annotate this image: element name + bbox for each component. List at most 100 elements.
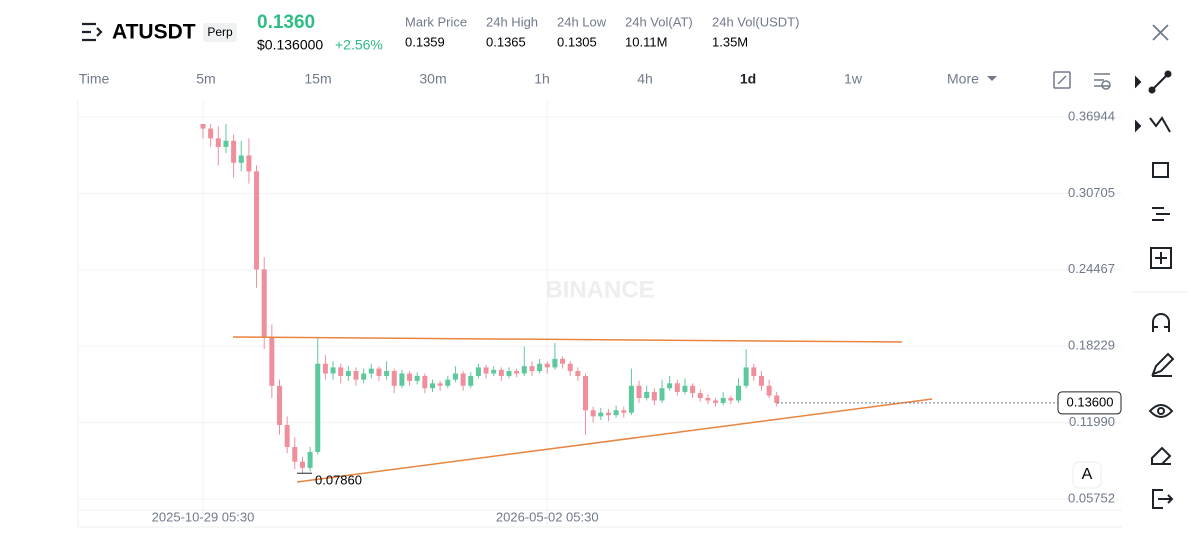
candle-body: [330, 367, 336, 374]
candle-body: [644, 391, 650, 399]
menu-icon[interactable]: [82, 22, 103, 42]
interval[interactable]: 1d: [740, 71, 756, 87]
candle-body: [529, 366, 535, 372]
candle-body: [674, 383, 680, 392]
candle-body: [766, 385, 772, 396]
candle-body: [758, 375, 764, 386]
candle-body: [667, 383, 673, 389]
candle-body: [430, 383, 435, 389]
candle-body: [713, 400, 719, 403]
candle-body: [452, 373, 458, 380]
candle-body: [475, 367, 481, 376]
candle-body: [322, 363, 328, 374]
candle-body: [583, 375, 588, 411]
candle-body: [651, 391, 657, 401]
candle-body: [468, 375, 474, 386]
stat-label: Mark Price: [405, 14, 467, 29]
candle-body: [407, 373, 413, 381]
candle-body: [460, 373, 466, 386]
candle-body: [697, 393, 703, 399]
auto-scale-label[interactable]: A: [1082, 466, 1093, 483]
drawing-tools[interactable]: [1135, 70, 1175, 509]
stat-label: 24h High: [486, 14, 538, 29]
candle-body: [521, 366, 527, 374]
candle-body: [636, 385, 642, 399]
candle-body: [231, 140, 237, 163]
interval[interactable]: 1h: [534, 71, 550, 87]
candle-body: [445, 379, 451, 386]
y-tick-label: 0.18229: [1068, 338, 1115, 353]
symbol[interactable]: ATUSDT: [112, 21, 196, 44]
badge-bg: [203, 23, 237, 42]
candle-body: [560, 358, 566, 364]
candle-body: [338, 367, 344, 376]
watermark: BINANCE: [545, 276, 654, 303]
stat-label: 24h Low: [557, 14, 607, 29]
candle-body: [208, 128, 214, 139]
close-icon[interactable]: [1152, 24, 1169, 41]
candle-body: [743, 367, 749, 386]
interval[interactable]: 30m: [419, 71, 446, 87]
candle-body: [720, 398, 726, 403]
candle-body: [705, 398, 711, 401]
candle-body: [774, 395, 780, 403]
more[interactable]: More: [947, 71, 979, 87]
interval[interactable]: Time: [79, 71, 110, 87]
interval[interactable]: 1w: [844, 71, 863, 87]
candle-body: [552, 358, 558, 368]
low-label: 0.07860: [315, 473, 362, 488]
candle-body: [315, 363, 321, 452]
candle-body: [269, 336, 275, 386]
interval[interactable]: 5m: [196, 71, 215, 87]
toolbar-icons[interactable]: [1053, 71, 1111, 90]
interval[interactable]: 15m: [304, 71, 331, 87]
candle-body: [299, 461, 305, 468]
current-price-box: [1057, 391, 1122, 415]
candle-body: [292, 447, 298, 462]
auto-scale-button[interactable]: [1072, 461, 1102, 489]
candle-body: [277, 385, 282, 425]
candle-body: [598, 412, 604, 417]
x-tick-label: 2025-10-29 05:30: [152, 509, 255, 524]
candle-body: [353, 371, 359, 380]
candle-body: [223, 140, 229, 147]
candle-body: [544, 363, 550, 368]
candle-body: [399, 373, 405, 386]
candle-body: [690, 385, 696, 394]
candle-body: [422, 375, 428, 389]
candle-body: [514, 371, 520, 374]
stat-value: 0.1359: [405, 34, 445, 49]
y-tick-label: 0.24467: [1068, 261, 1115, 276]
candle-body: [491, 369, 497, 374]
candle-body: [728, 398, 734, 401]
x-tick-label: 2026-05-02 05:30: [496, 509, 599, 524]
candle-body: [613, 410, 619, 416]
candle-body: [368, 368, 374, 374]
y-tick-label: 0.05752: [1068, 490, 1115, 505]
candle-body: [200, 124, 206, 129]
badge: Perp: [207, 25, 233, 39]
candle-body: [376, 368, 382, 376]
candle-body: [498, 369, 504, 376]
stat-label: 24h Vol(USDT): [712, 14, 799, 29]
candle-body: [307, 451, 313, 468]
y-tick-label: 0.11990: [1069, 414, 1115, 429]
candle-body: [345, 371, 351, 376]
candle-body: [414, 375, 420, 381]
y-tick-label: 0.30705: [1068, 185, 1115, 200]
candle-body: [567, 363, 573, 372]
candle-body: [605, 412, 611, 416]
stat-label: 24h Vol(AT): [625, 14, 693, 29]
more-caret: [987, 76, 997, 81]
candle-body: [621, 410, 627, 413]
current-price-label: 0.13600: [1067, 394, 1114, 409]
candle-body: [682, 385, 688, 392]
trend-lines[interactable]: [232, 336, 933, 483]
candle-body: [215, 138, 221, 147]
candle-body: [238, 155, 244, 163]
candle-body: [537, 363, 543, 372]
interval[interactable]: 4h: [637, 71, 653, 87]
candle-body: [483, 367, 489, 374]
stat-value: 1.35M: [712, 34, 748, 49]
